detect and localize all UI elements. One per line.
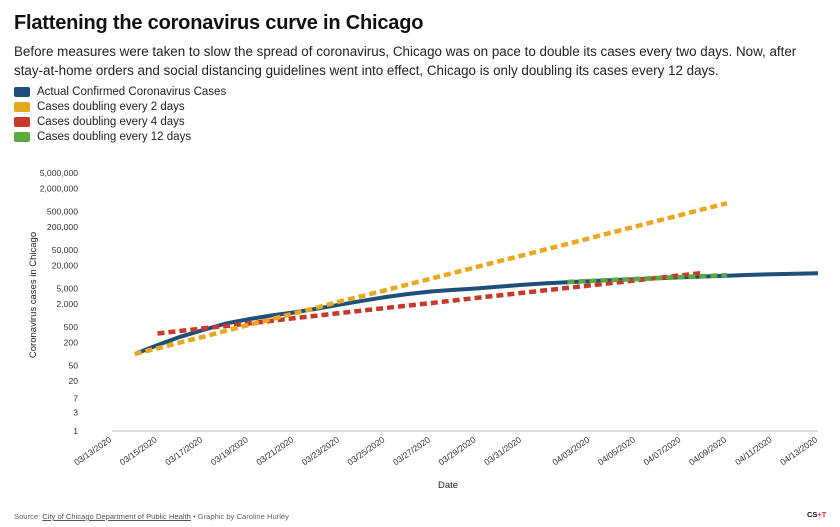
legend-swatch-12-days bbox=[14, 131, 30, 142]
y-tick-label: 20,000 bbox=[52, 260, 79, 270]
source-label: Source: bbox=[14, 512, 43, 521]
series-doubling-12-days-line bbox=[567, 272, 727, 285]
legend-label-4-days: Cases doubling every 4 days bbox=[37, 115, 185, 128]
x-tick-label: 03/15/2020 bbox=[118, 434, 159, 467]
x-tick-label: 04/03/2020 bbox=[550, 434, 591, 467]
chart-subtitle: Before measures were taken to slow the s… bbox=[14, 44, 797, 78]
credit-text: • Graphic by Caroline Hurley bbox=[190, 512, 289, 521]
legend: Actual Confirmed Coronavirus Cases Cases… bbox=[14, 84, 226, 144]
y-tick-label: 2,000,000 bbox=[40, 183, 78, 193]
logo-plus: +T bbox=[817, 510, 827, 519]
footer: Source: City of Chicago Department of Pu… bbox=[14, 512, 289, 521]
legend-label-12-days: Cases doubling every 12 days bbox=[37, 130, 192, 143]
x-tick-label: 04/11/2020 bbox=[733, 434, 774, 467]
legend-item-2-days: Cases doubling every 2 days bbox=[14, 99, 226, 114]
x-tick-label: 04/13/2020 bbox=[778, 434, 819, 467]
y-tick-label: 7 bbox=[73, 393, 78, 403]
y-tick-label: 20 bbox=[68, 376, 78, 386]
series-actual-line bbox=[134, 271, 819, 356]
y-tick-label: 5,000,000 bbox=[40, 168, 78, 178]
x-tick-label: 03/19/2020 bbox=[209, 434, 250, 467]
x-tick-label: 03/13/2020 bbox=[72, 434, 113, 467]
y-tick-label: 500 bbox=[64, 322, 79, 332]
publisher-logo: CS+T bbox=[807, 510, 826, 519]
legend-item-4-days: Cases doubling every 4 days bbox=[14, 114, 226, 129]
y-tick-label: 500,000 bbox=[47, 207, 78, 217]
legend-item-actual: Actual Confirmed Coronavirus Cases bbox=[14, 84, 226, 99]
y-tick-label: 3 bbox=[73, 408, 78, 418]
logo-main: CS bbox=[807, 510, 818, 519]
y-tick-label: 2,000 bbox=[56, 299, 78, 309]
x-tick-label: 04/07/2020 bbox=[642, 434, 683, 467]
y-axis-title: Coronavirus cases in Chicago bbox=[28, 232, 39, 358]
legend-label-2-days: Cases doubling every 2 days bbox=[37, 100, 185, 113]
legend-swatch-2-days bbox=[14, 101, 30, 112]
source-link[interactable]: City of Chicago Department of Public Hea… bbox=[42, 512, 191, 521]
chart-title: Flattening the coronavirus curve in Chic… bbox=[14, 12, 424, 34]
x-tick-label: 03/17/2020 bbox=[163, 434, 204, 467]
x-tick-label: 04/05/2020 bbox=[596, 434, 637, 467]
y-tick-label: 200,000 bbox=[47, 222, 78, 232]
series-doubling-2-days-line bbox=[134, 201, 728, 357]
legend-label-actual: Actual Confirmed Coronavirus Cases bbox=[37, 85, 227, 98]
x-tick-label: 03/23/2020 bbox=[300, 434, 341, 467]
y-tick-label: 5,000 bbox=[56, 284, 78, 294]
x-tick-label: 04/09/2020 bbox=[687, 434, 728, 467]
x-tick-label: 03/21/2020 bbox=[254, 434, 295, 467]
legend-swatch-actual bbox=[14, 86, 30, 97]
legend-swatch-4-days bbox=[14, 116, 30, 127]
x-tick-label: 03/31/2020 bbox=[482, 434, 523, 467]
legend-item-12-days: Cases doubling every 12 days bbox=[14, 129, 226, 144]
x-axis-title: Date bbox=[438, 480, 458, 491]
y-tick-label: 50 bbox=[68, 361, 78, 371]
y-tick-label: 200 bbox=[64, 337, 79, 347]
y-tick-label: 1 bbox=[73, 426, 78, 436]
x-tick-label: 03/25/2020 bbox=[345, 434, 386, 467]
y-tick-label: 50,000 bbox=[52, 245, 79, 255]
x-tick-label: 03/27/2020 bbox=[391, 434, 432, 467]
series-doubling-4-days-line bbox=[157, 270, 705, 336]
x-tick-label: 03/29/2020 bbox=[437, 434, 478, 467]
